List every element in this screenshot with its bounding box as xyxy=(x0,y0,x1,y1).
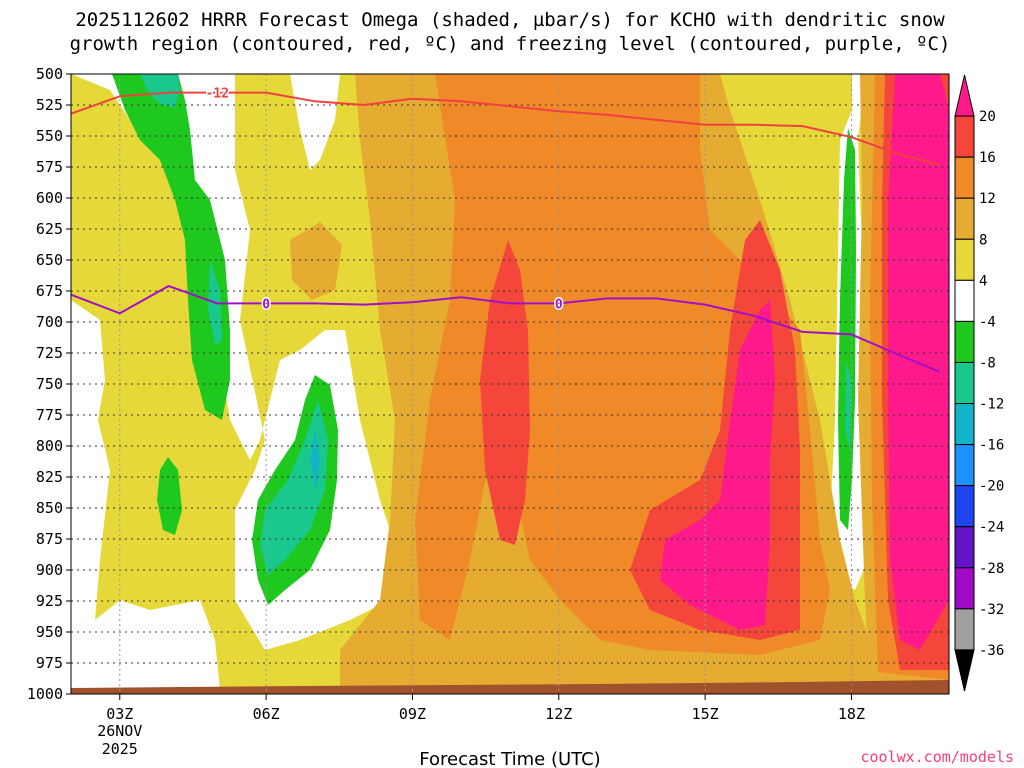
site-credit: coolwx.com/models xyxy=(860,748,1014,766)
colorbar-label: 8 xyxy=(979,232,987,248)
colorbar-bin xyxy=(954,444,975,487)
colorbar-bin xyxy=(954,567,975,610)
omega-negative-12 xyxy=(845,360,851,450)
contour-label: 0 xyxy=(555,297,563,312)
y-tick-label: 900 xyxy=(36,561,63,579)
colorbar-bin xyxy=(954,279,975,322)
colorbar-label: -4 xyxy=(979,314,996,330)
colorbar-label: -24 xyxy=(979,520,1004,536)
colorbar-bin xyxy=(954,74,975,117)
colorbar: 20 16 12 8 4 -4 -8 -12 -16 -20 -24 -28 -32 -36 xyxy=(954,74,1004,692)
x-tick-label: 06Z xyxy=(253,705,280,723)
colorbar-bin xyxy=(954,485,975,528)
y-tick-label: 650 xyxy=(36,251,63,269)
x-tick-label: 15Z xyxy=(692,705,719,723)
colorbar-label: -16 xyxy=(979,438,1004,454)
colorbar-bin xyxy=(954,361,975,405)
y-tick-label: 550 xyxy=(36,127,63,145)
colorbar-label: 12 xyxy=(979,191,996,207)
omega-positive-20 xyxy=(660,300,775,630)
colorbar-bin xyxy=(954,238,975,281)
x-tick-label: 12Z xyxy=(545,705,572,723)
omega-negative-8 xyxy=(157,457,182,535)
colorbar-bin xyxy=(954,526,975,569)
colorbar-label: 4 xyxy=(979,273,987,289)
y-tick-label: 825 xyxy=(36,468,63,486)
omega-positive-16 xyxy=(480,240,530,545)
y-tick-label: 875 xyxy=(36,530,63,548)
colorbar-bin xyxy=(954,608,975,651)
colorbar-label: -20 xyxy=(979,479,1004,495)
omega-shaded-field xyxy=(71,74,949,694)
colorbar-label: 16 xyxy=(979,150,996,166)
colorbar-bin xyxy=(954,156,975,199)
y-tick-label: 750 xyxy=(36,375,63,393)
x-date-line2: 2025 xyxy=(102,740,138,758)
chart-title-line1: 2025112602 HRRR Forecast Omega (shaded, … xyxy=(75,9,945,31)
chart-title-line2: growth region (contoured, red, ºC) and f… xyxy=(70,33,951,55)
x-axis: 03Z 06Z 09Z 12Z 15Z 18Z xyxy=(106,694,865,723)
y-tick-label: 725 xyxy=(36,344,63,362)
y-tick-label: 850 xyxy=(36,499,63,517)
omega-white-region xyxy=(290,74,340,170)
y-axis: 500 525 550 575 600 625 650 675 700 725 750 775 800 8… xyxy=(27,65,71,703)
colorbar-label: -28 xyxy=(979,561,1004,577)
y-tick-label: 500 xyxy=(36,65,63,83)
y-tick-label: 925 xyxy=(36,592,63,610)
contour-label: 0 xyxy=(262,297,270,312)
omega-negative-16 xyxy=(310,430,320,490)
contour-line xyxy=(70,91,940,166)
grid xyxy=(71,74,949,694)
y-tick-label: 600 xyxy=(36,189,63,207)
x-tick-label: 03Z xyxy=(106,705,133,723)
colorbar-bin xyxy=(954,320,975,363)
omega-negative-12 xyxy=(140,74,180,108)
colorbar-label: -8 xyxy=(979,355,996,371)
y-tick-label: 525 xyxy=(36,96,63,114)
colorbar-bin xyxy=(954,197,975,240)
y-tick-label: 625 xyxy=(36,220,63,238)
omega-positive-8 xyxy=(290,222,342,300)
colorbar-bin xyxy=(954,403,975,446)
terrain-strip xyxy=(71,680,949,694)
y-tick-label: 700 xyxy=(36,313,63,331)
colorbar-label: -12 xyxy=(979,397,1004,413)
omega-negative-12 xyxy=(260,400,328,575)
contour-label: -12 xyxy=(206,87,229,102)
contour-line xyxy=(70,284,940,373)
y-tick-label: 950 xyxy=(36,623,63,641)
y-tick-label: 1000 xyxy=(27,685,63,703)
colorbar-bin xyxy=(954,115,975,158)
x-date-line1: 26NOV xyxy=(97,722,142,740)
y-tick-label: 775 xyxy=(36,406,63,424)
omega-white-region xyxy=(71,300,220,690)
omega-negative-8 xyxy=(112,74,230,420)
colorbar-bin xyxy=(954,649,975,692)
y-tick-label: 675 xyxy=(36,282,63,300)
y-tick-label: 975 xyxy=(36,654,63,672)
x-axis-label: Forecast Time (UTC) xyxy=(419,749,600,768)
colorbar-label: -36 xyxy=(979,643,1004,659)
x-tick-label: 09Z xyxy=(399,705,426,723)
x-tick-label: 18Z xyxy=(838,705,865,723)
y-tick-label: 800 xyxy=(36,437,63,455)
colorbar-label: -32 xyxy=(979,602,1004,618)
y-tick-label: 575 xyxy=(36,158,63,176)
colorbar-label: 20 xyxy=(979,109,996,125)
contours: -12 0 0 xyxy=(70,85,940,373)
